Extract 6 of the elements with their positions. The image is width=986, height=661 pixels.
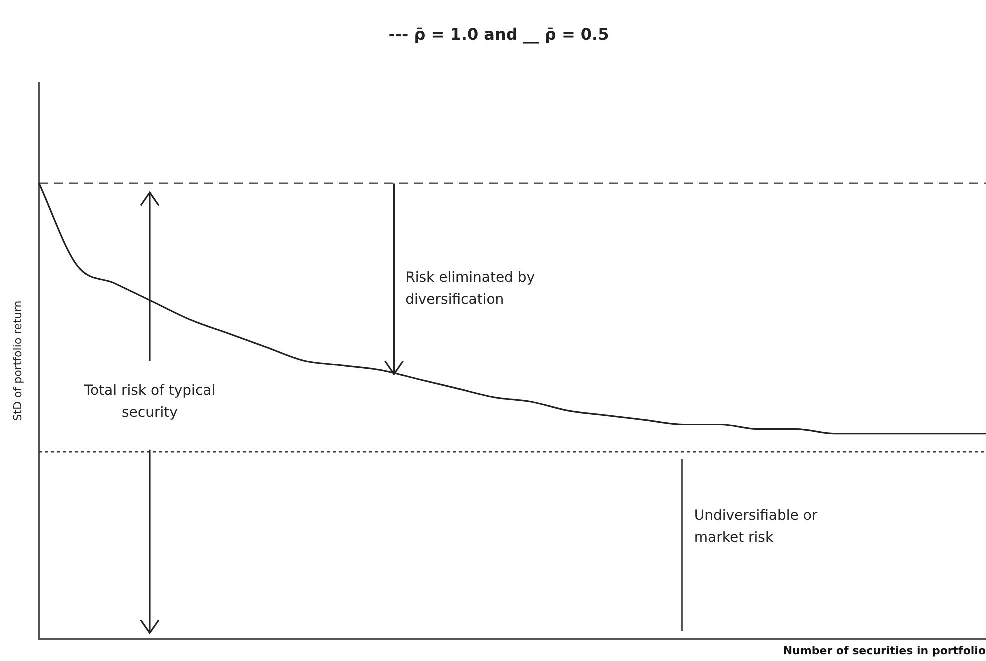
- annotation: Risk eliminated by diversification: [406, 268, 536, 310]
- y-axis-title: StD of portfolio return: [11, 300, 24, 422]
- annotation: Total risk of typical security: [83, 382, 217, 424]
- annotation: Undiversifiable or market risk: [694, 507, 819, 548]
- x-axis-title: Number of securities in portfolio: [783, 644, 986, 658]
- chart-title: --- ρ̄ = 1.0 and __ ρ̄ = 0.5: [388, 24, 610, 44]
